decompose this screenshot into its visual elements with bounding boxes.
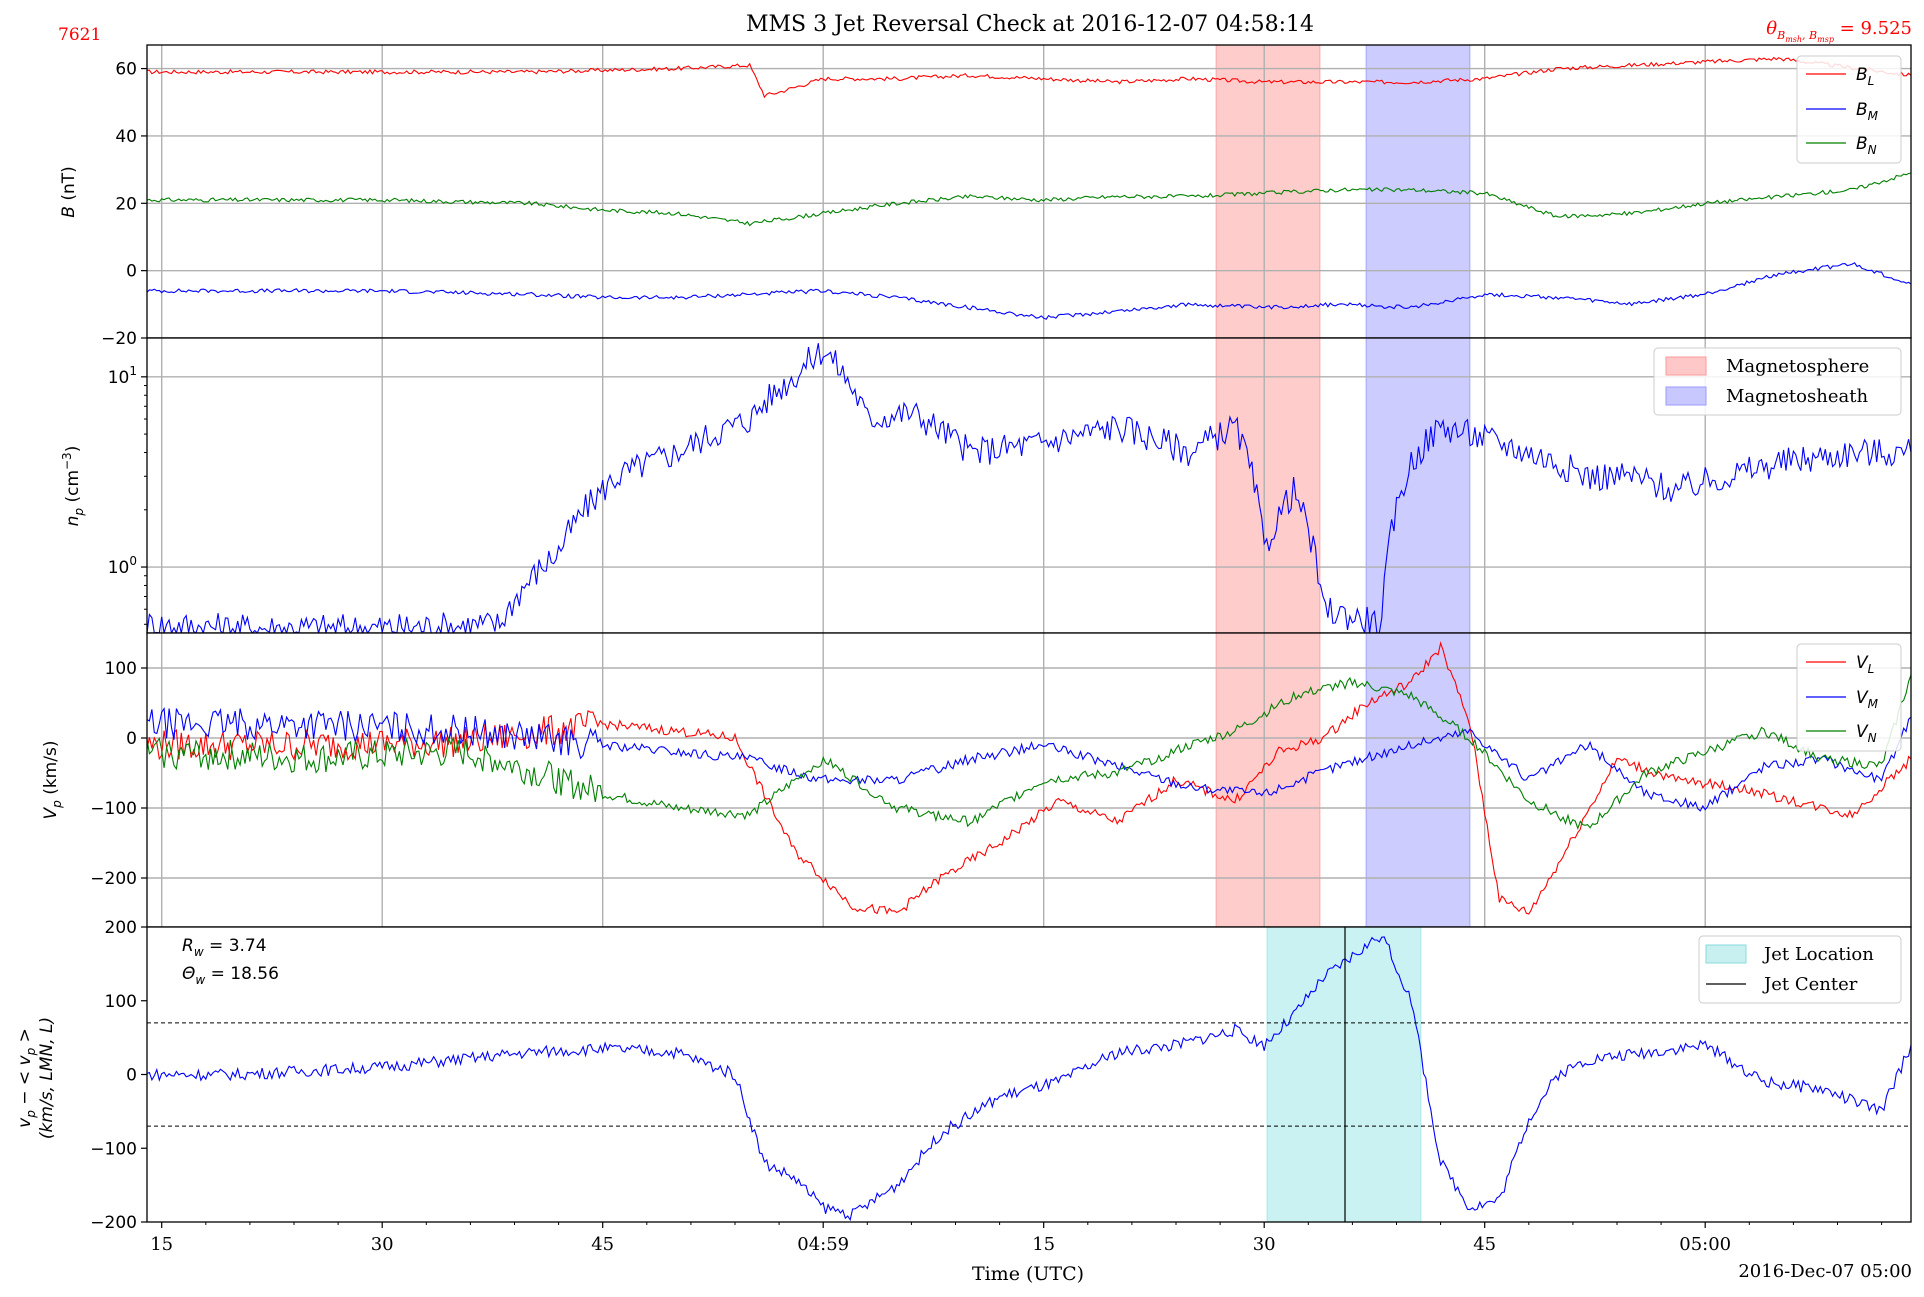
y-tick-label: 60 <box>115 60 137 80</box>
y-tick-label: −200 <box>90 1213 137 1233</box>
theta-label: θBmsh, Bmsp = 9.525 <box>1766 18 1912 44</box>
x-tick-label: 45 <box>1473 1234 1496 1255</box>
panel-jet: 200 100 0 −100 −200 15 30 45 04:59 15 30 45 05:00 J… <box>15 918 1911 1255</box>
ylabel-b: B (nT) <box>59 166 79 218</box>
ylabel-jet-line1: vp − < vp > <box>15 1028 38 1128</box>
y-tick-label: 200 <box>105 918 137 938</box>
y-tick-label: −100 <box>90 799 137 819</box>
ylabel-jet-line2: (km/s, LMN, L) <box>37 1017 57 1139</box>
y-tick-label: 100 <box>105 659 137 679</box>
y-tick-label: 0 <box>126 262 137 282</box>
legend-magnetosheath-swatch <box>1666 387 1706 405</box>
legend-jet: Jet Location Jet Center <box>1699 936 1901 1003</box>
event-id-label: 7621 <box>58 25 101 45</box>
y-tick-label: 0 <box>126 729 137 749</box>
x-tick-label: 45 <box>591 1234 614 1255</box>
y-tick-label: 100 <box>108 554 137 578</box>
ylabel-vp: Vp (km/s) <box>41 741 64 820</box>
panel-density: 101 100 Magnetosphere Magnetosheath np (c… <box>60 338 1911 633</box>
legend-v: VL VM VN <box>1797 644 1901 751</box>
y-tick-label: −20 <box>101 329 137 349</box>
jet-location-interval <box>1267 927 1421 1222</box>
y-tick-label: 40 <box>115 127 137 147</box>
y-tick-label: 101 <box>108 364 137 388</box>
y-tick-label: 20 <box>115 194 137 214</box>
x-tick-label: 05:00 <box>1679 1234 1731 1255</box>
x-tick-label: 04:59 <box>797 1234 849 1255</box>
ylabel-np: np (cm−3) <box>60 446 86 527</box>
legend-jet-location: Jet Location <box>1762 944 1874 965</box>
x-tick-label: 30 <box>371 1234 394 1255</box>
x-tick-label: 15 <box>150 1234 173 1255</box>
y-tick-label: −100 <box>90 1139 137 1159</box>
panel-velocity: 100 0 −100 −200 VL VM VN Vp (km/s) <box>41 633 1911 927</box>
x-axis-label: Time (UTC) <box>972 1263 1084 1285</box>
x-tick-label: 15 <box>1032 1234 1055 1255</box>
legend-magnetosphere-swatch <box>1666 357 1706 375</box>
theta-value: 9.525 <box>1860 18 1912 39</box>
y-tick-label: −200 <box>90 869 137 889</box>
svg-text:θBmsh, Bmsp = 9.525: θBmsh, Bmsp = 9.525 <box>1766 18 1912 44</box>
y-tick-label: 0 <box>126 1066 137 1086</box>
legend-regions: Magnetosphere Magnetosheath <box>1654 348 1901 415</box>
x-tick-label: 30 <box>1253 1234 1276 1255</box>
figure-title: MMS 3 Jet Reversal Check at 2016-12-07 0… <box>746 12 1314 37</box>
legend-jet-location-swatch <box>1706 945 1746 963</box>
legend-magnetosphere: Magnetosphere <box>1726 356 1869 377</box>
legend-jet-center: Jet Center <box>1762 974 1858 995</box>
panel-magnetic-field: 60 40 20 0 −20 BL BM BN B (nT) <box>59 45 1911 349</box>
y-tick-label: 100 <box>105 992 137 1012</box>
date-label: 2016-Dec-07 05:00 <box>1738 1261 1912 1282</box>
legend-b: BL BM BN <box>1797 56 1901 163</box>
legend-magnetosheath: Magnetosheath <box>1726 386 1868 407</box>
